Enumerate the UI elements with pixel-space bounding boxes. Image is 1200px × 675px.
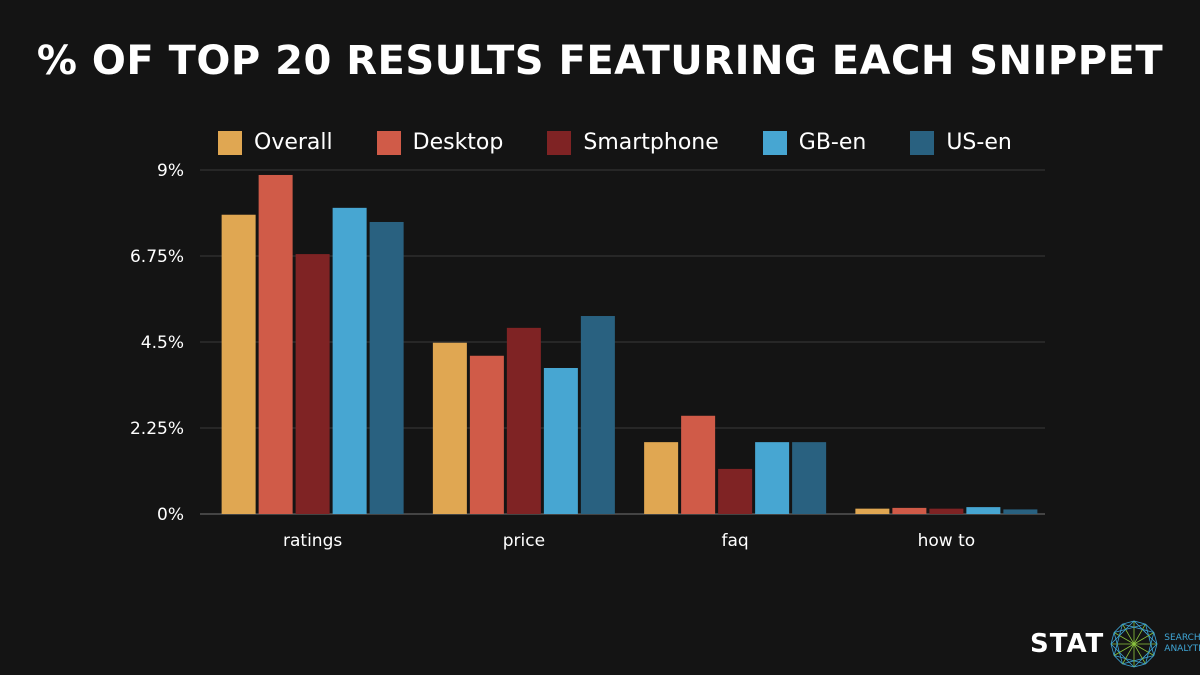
bar-overall-faq: [644, 442, 679, 514]
legend-item: Overall: [218, 130, 333, 155]
legend-swatch: [762, 130, 787, 155]
x-tick-label: how to: [918, 531, 976, 551]
bar-gb-en-price: [543, 367, 578, 514]
bar-desktop-faq: [681, 415, 716, 514]
legend-label: Overall: [254, 130, 333, 155]
chart-title: % OF TOP 20 RESULTS FEATURING EACH SNIPP…: [36, 38, 1164, 84]
y-tick-label: 9%: [157, 161, 184, 181]
bar-us-en-how-to: [1003, 509, 1038, 514]
logo-polygon-icon: [1110, 620, 1158, 668]
bar-overall-how-to: [855, 508, 890, 514]
logo-text: STAT: [1030, 629, 1105, 659]
bar-smartphone-ratings: [295, 254, 330, 515]
x-tick-label: ratings: [283, 531, 342, 551]
bar-overall-ratings: [221, 214, 256, 514]
bar-desktop-price: [469, 355, 504, 514]
legend-label: GB-en: [798, 130, 867, 155]
x-tick-label: faq: [722, 531, 749, 551]
bar-us-en-faq: [792, 442, 827, 514]
bar-gb-en-how-to: [966, 507, 1001, 514]
stat-logo: STAT SEARCH ANALYTICS: [1030, 618, 1200, 670]
bar-desktop-how-to: [892, 507, 927, 514]
bar-us-en-price: [580, 316, 615, 514]
legend-swatch: [547, 130, 572, 155]
bar-desktop-ratings: [258, 174, 293, 515]
legend-swatch: [376, 130, 401, 155]
legend-item: US-en: [910, 130, 1012, 155]
logo-sub-analytics: ANALYTICS: [1164, 644, 1200, 654]
legend-item: Desktop: [376, 130, 504, 155]
legend-label: Desktop: [412, 130, 504, 155]
x-tick-label: price: [503, 531, 545, 551]
bar-smartphone-price: [506, 327, 541, 514]
bar-us-en-ratings: [369, 221, 404, 514]
legend-label: US-en: [946, 130, 1012, 155]
legend-item: GB-en: [762, 130, 867, 155]
bar-gb-en-faq: [755, 442, 790, 514]
y-tick-label: 6.75%: [130, 247, 184, 267]
legend-item: Smartphone: [547, 130, 719, 155]
legend-swatch: [910, 130, 935, 155]
y-tick-label: 2.25%: [130, 419, 184, 439]
legend: Overall Desktop Smartphone GB-en US-en: [218, 130, 1056, 155]
bar-gb-en-ratings: [332, 207, 367, 514]
legend-swatch: [218, 130, 242, 155]
logo-sub-search: SEARCH: [1164, 633, 1200, 643]
legend-label: Smartphone: [583, 130, 719, 155]
y-tick-label: 0%: [157, 505, 184, 525]
bar-smartphone-faq: [718, 468, 753, 514]
y-tick-label: 4.5%: [141, 333, 184, 353]
bar-smartphone-how-to: [929, 508, 964, 514]
bar-overall-price: [432, 342, 467, 514]
